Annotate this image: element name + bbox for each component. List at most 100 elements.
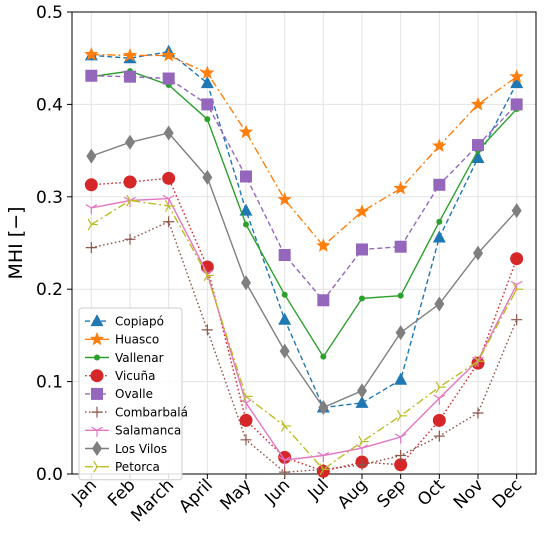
data-point: [436, 218, 443, 225]
x-tick-label: Aug: [334, 475, 372, 513]
legend-item: Huasco: [85, 331, 159, 347]
data-point: [86, 148, 97, 164]
data-point: [163, 125, 174, 141]
data-point: [357, 383, 367, 399]
data-point: [511, 314, 523, 326]
data-point: [277, 192, 292, 206]
data-point: [123, 175, 137, 189]
legend-marker: [91, 426, 103, 437]
data-point: [509, 69, 524, 83]
data-point: [278, 456, 291, 467]
data-point: [355, 395, 369, 408]
data-point: [511, 203, 522, 219]
data-point: [512, 283, 524, 296]
y-tick-label: 0.0: [36, 465, 63, 485]
data-point: [162, 194, 175, 206]
data-point: [474, 355, 485, 368]
data-point: [510, 252, 524, 266]
series-ovalle: [85, 69, 523, 307]
series-line: [90, 199, 518, 471]
data-point: [434, 296, 445, 312]
data-point: [239, 203, 253, 216]
data-point: [162, 72, 175, 85]
legend-item: Ovalle: [85, 387, 153, 401]
data-point: [202, 169, 213, 185]
y-tick-label: 0.3: [36, 188, 63, 208]
data-point: [395, 325, 406, 341]
data-point: [87, 218, 98, 231]
data-point: [200, 65, 215, 80]
data-point: [240, 170, 252, 183]
legend-item: Salamanca: [85, 424, 181, 438]
legend-box: [78, 307, 183, 481]
data-point: [278, 312, 292, 325]
plot-area: [71, 11, 537, 475]
x-tick-label: March: [127, 475, 178, 526]
x-tick-label: Jan: [67, 475, 100, 508]
data-point: [278, 249, 291, 262]
x-tick-label: Nov: [450, 475, 488, 513]
legend-label: Vallenar: [115, 351, 164, 365]
data-point: [395, 450, 407, 462]
legend-item: Combarbalá: [85, 405, 188, 419]
legend-marker: [89, 331, 105, 346]
legend-marker: [91, 387, 103, 400]
data-point: [281, 291, 288, 298]
data-point: [279, 466, 291, 478]
x-tick-label: Sep: [373, 475, 410, 512]
data-point: [84, 47, 99, 61]
legend-item: Petorca: [85, 460, 160, 474]
data-point: [85, 204, 98, 215]
data-point: [354, 204, 370, 218]
data-point: [358, 435, 369, 448]
data-point: [433, 394, 446, 405]
data-point: [473, 245, 483, 261]
x-tick-label: May: [217, 475, 256, 514]
legend-label: Huasco: [115, 333, 159, 347]
data-point: [359, 295, 365, 302]
y-axis-label: MHI [−]: [5, 206, 27, 279]
legend-marker: [94, 354, 100, 361]
legend-label: Copiapó: [115, 314, 164, 328]
legend-marker: [90, 314, 104, 327]
data-point: [472, 407, 484, 419]
legend-marker: [90, 369, 104, 383]
series-los-vilos: [86, 125, 522, 415]
y-tick-label: 0.5: [36, 3, 63, 23]
data-point: [320, 353, 327, 360]
data-point: [280, 420, 292, 432]
data-point: [319, 463, 330, 476]
data-point: [200, 76, 214, 89]
legend-item: Copiapó: [85, 314, 164, 328]
legend-label: Ovalle: [115, 387, 153, 401]
legend-marker: [91, 406, 103, 418]
legend-marker: [92, 441, 102, 456]
data-point: [201, 324, 213, 336]
data-point: [84, 178, 98, 192]
data-point: [163, 216, 175, 228]
legend-item: Vicuña: [85, 369, 155, 383]
data-point: [161, 47, 176, 62]
y-tick-label: 0.4: [36, 95, 63, 115]
data-point: [279, 343, 290, 359]
series-line: [91, 70, 518, 358]
data-point: [238, 124, 254, 139]
data-point: [432, 413, 446, 427]
x-tick-label: Oct: [414, 475, 449, 510]
data-point: [125, 134, 135, 150]
data-point: [201, 98, 214, 111]
x-tick-label: Jun: [261, 475, 295, 509]
data-point: [243, 221, 249, 228]
data-point: [164, 200, 176, 212]
data-point: [356, 459, 368, 471]
data-point: [122, 47, 138, 62]
data-point: [394, 372, 408, 385]
data-point: [356, 243, 368, 256]
data-point: [397, 292, 404, 299]
series-line: [91, 53, 518, 247]
data-point: [317, 294, 330, 307]
series-group: [84, 44, 524, 478]
series-line: [91, 75, 518, 302]
